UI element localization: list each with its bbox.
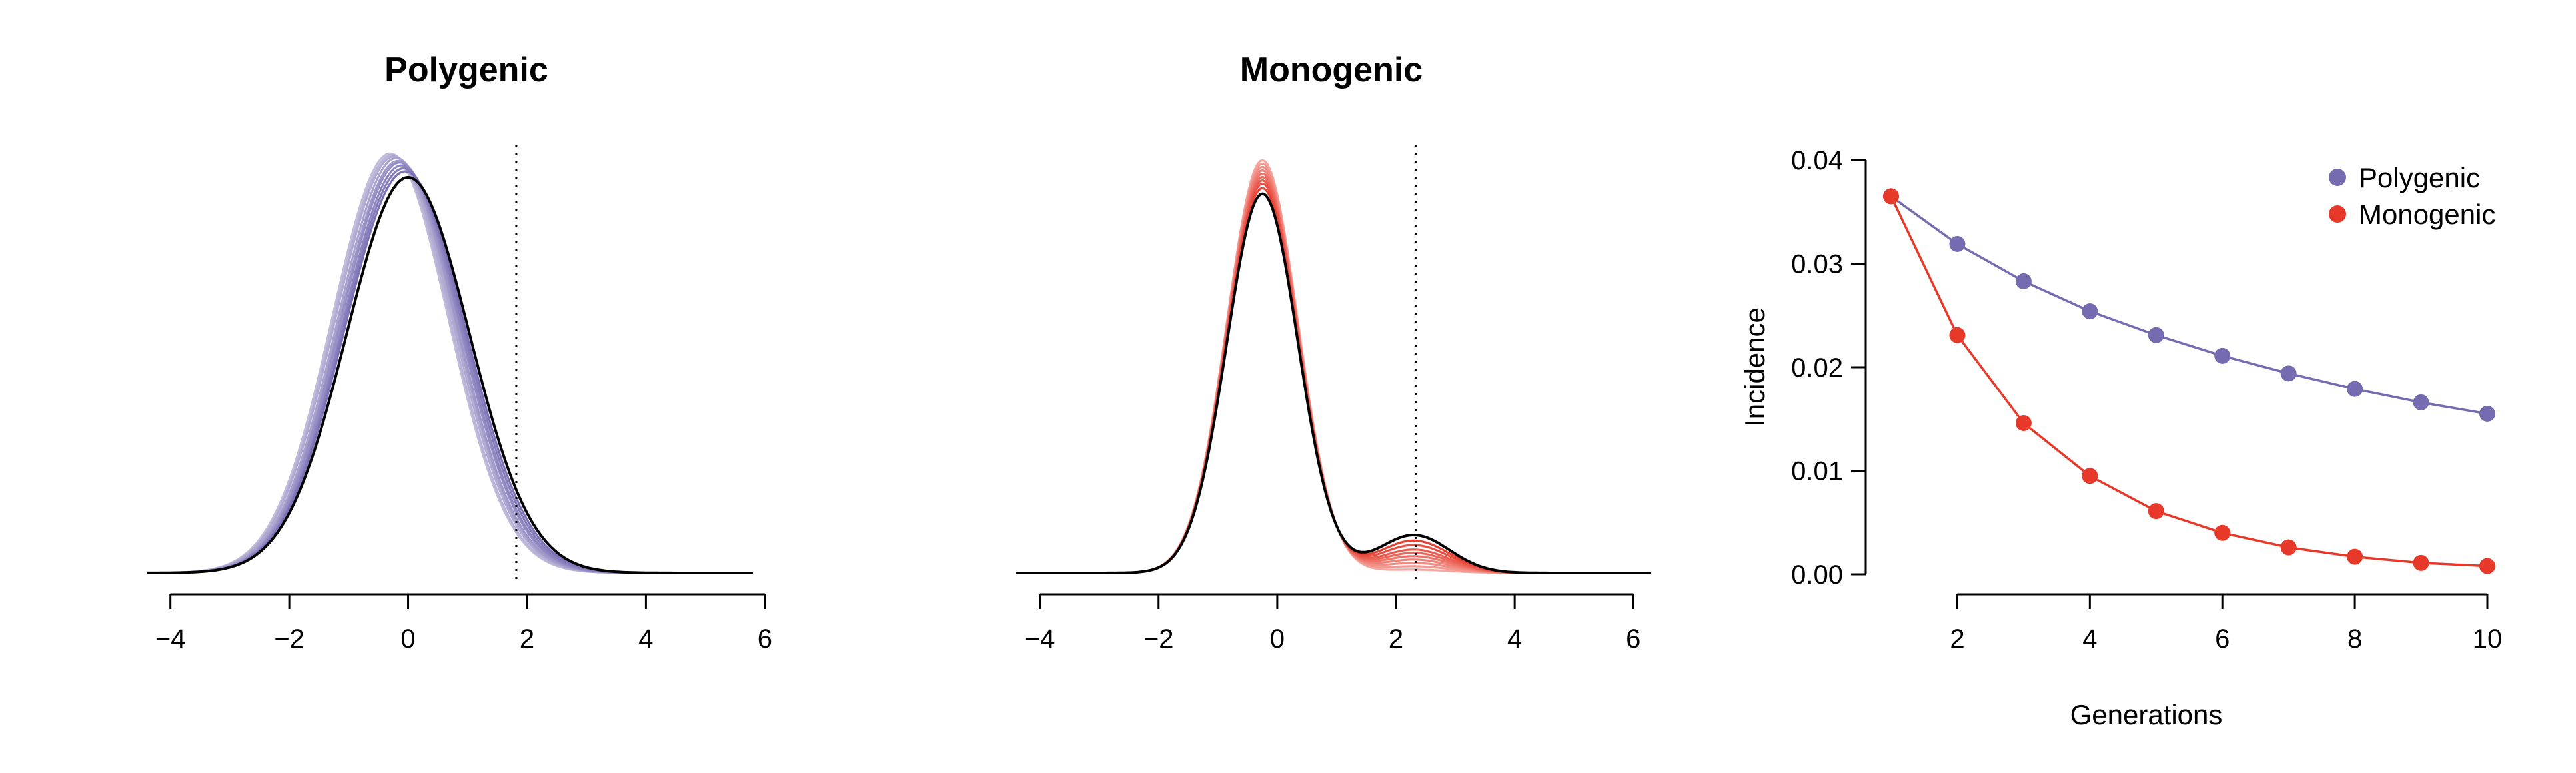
monogenic-x-tick-label: 2 <box>1389 624 1403 654</box>
polygenic-density-curve-gen-3 <box>147 155 753 574</box>
monogenic-density-curve-gen-5 <box>1016 172 1651 574</box>
monogenic-density-curve-gen-3 <box>1016 165 1651 574</box>
polygenic-incidence-point-gen-4 <box>2082 303 2098 320</box>
monogenic-incidence-point-gen-1 <box>1883 188 1899 205</box>
polygenic-density-curve-gen-2 <box>147 153 753 574</box>
incidence-x-tick-label: 8 <box>2347 624 2362 654</box>
incidence-x-tick-label: 4 <box>2082 624 2097 654</box>
monogenic-title: Monogenic <box>1240 51 1423 89</box>
monogenic-incidence-point-gen-5 <box>2148 503 2164 520</box>
polygenic-incidence-point-gen-8 <box>2347 381 2363 397</box>
monogenic-density-curve-gen-2 <box>1016 162 1651 574</box>
incidence-y-tick-label: 0.04 <box>1791 146 1843 175</box>
monogenic-x-tick-label: 0 <box>1270 624 1285 654</box>
incidence-y-axis-label: Incidence <box>1739 307 1770 427</box>
incidence-y-tick-label: 0.02 <box>1791 353 1843 383</box>
polygenic-x-tick-label: 0 <box>400 624 415 654</box>
polygenic-incidence-point-gen-10 <box>2479 405 2495 422</box>
polygenic-x-tick-label: 4 <box>638 624 653 654</box>
legend-polygenic-marker <box>2329 169 2346 186</box>
polygenic-density-curve-gen-9 <box>147 170 753 574</box>
polygenic-density-curve-gen-8 <box>147 167 753 574</box>
polygenic-density-curve-gen-7 <box>147 164 753 574</box>
polygenic-incidence-point-gen-3 <box>2015 273 2032 289</box>
polygenic-x-tick-label: 6 <box>758 624 772 654</box>
monogenic-density-curve-gen-10 <box>1016 192 1651 574</box>
incidence-y-tick-label: 0.00 <box>1791 560 1843 590</box>
polygenic-x-tick-label: 2 <box>520 624 534 654</box>
polygenic-incidence-point-gen-5 <box>2148 327 2164 343</box>
legend-polygenic-label: Polygenic <box>2359 162 2480 193</box>
polygenic-incidence-point-gen-9 <box>2413 394 2429 410</box>
monogenic-incidence-point-gen-7 <box>2280 539 2297 556</box>
incidence-x-tick-label: 6 <box>2215 624 2230 654</box>
monogenic-x-tick-label: −2 <box>1143 624 1174 654</box>
monogenic-incidence-point-gen-4 <box>2082 468 2098 484</box>
polygenic-density-panel: Polygenic −4 −2 0 2 4 6 <box>147 51 772 654</box>
polygenic-x-tick-label: −4 <box>155 624 186 654</box>
polygenic-title: Polygenic <box>384 51 548 89</box>
polygenic-incidence-point-gen-6 <box>2214 347 2231 364</box>
monogenic-incidence-point-gen-8 <box>2347 548 2363 565</box>
monogenic-incidence-point-gen-6 <box>2214 524 2231 541</box>
monogenic-density-panel: Monogenic −4 −2 0 2 4 6 <box>1016 51 1651 654</box>
incidence-x-tick-label: 2 <box>1950 624 1964 654</box>
monogenic-x-tick-label: −4 <box>1025 624 1055 654</box>
polygenic-density-curve-gen-10 <box>147 175 753 574</box>
monogenic-incidence-point-gen-3 <box>2015 414 2032 431</box>
polygenic-density-curve-gen-5 <box>147 159 753 574</box>
incidence-x-axis-label: Generations <box>2070 699 2223 730</box>
monogenic-x-tick-label: 6 <box>1626 624 1640 654</box>
legend-monogenic-marker <box>2329 205 2346 223</box>
polygenic-incidence-point-gen-7 <box>2280 365 2297 382</box>
monogenic-incidence-line <box>1890 195 2488 568</box>
monogenic-density-curve-gen-4 <box>1016 169 1651 574</box>
polygenic-density-curve-gen-6 <box>147 161 753 574</box>
polygenic-density-curve-gen-1 <box>147 152 753 574</box>
monogenic-incidence-point-gen-10 <box>2479 558 2495 574</box>
monogenic-x-tick-label: 4 <box>1507 624 1522 654</box>
legend-monogenic-label: Monogenic <box>2359 199 2495 230</box>
monogenic-incidence-point-gen-9 <box>2413 554 2429 571</box>
monogenic-incidence-point-gen-2 <box>1949 327 1966 343</box>
incidence-y-tick-label: 0.03 <box>1791 250 1843 279</box>
incidence-panel: 0.00 0.01 0.02 0.03 0.04 2 4 6 8 10 Generations Inc… <box>1739 146 2502 730</box>
polygenic-incidence-point-gen-2 <box>1949 235 1966 252</box>
polygenic-incidence-line <box>1890 195 2488 415</box>
incidence-x-tick-label: 10 <box>2473 624 2503 654</box>
polygenic-density-curve-gen-4 <box>147 157 753 574</box>
polygenic-x-tick-label: −2 <box>274 624 305 654</box>
incidence-y-tick-label: 0.01 <box>1791 457 1843 486</box>
monogenic-density-curve-gen-1 <box>1016 159 1651 574</box>
